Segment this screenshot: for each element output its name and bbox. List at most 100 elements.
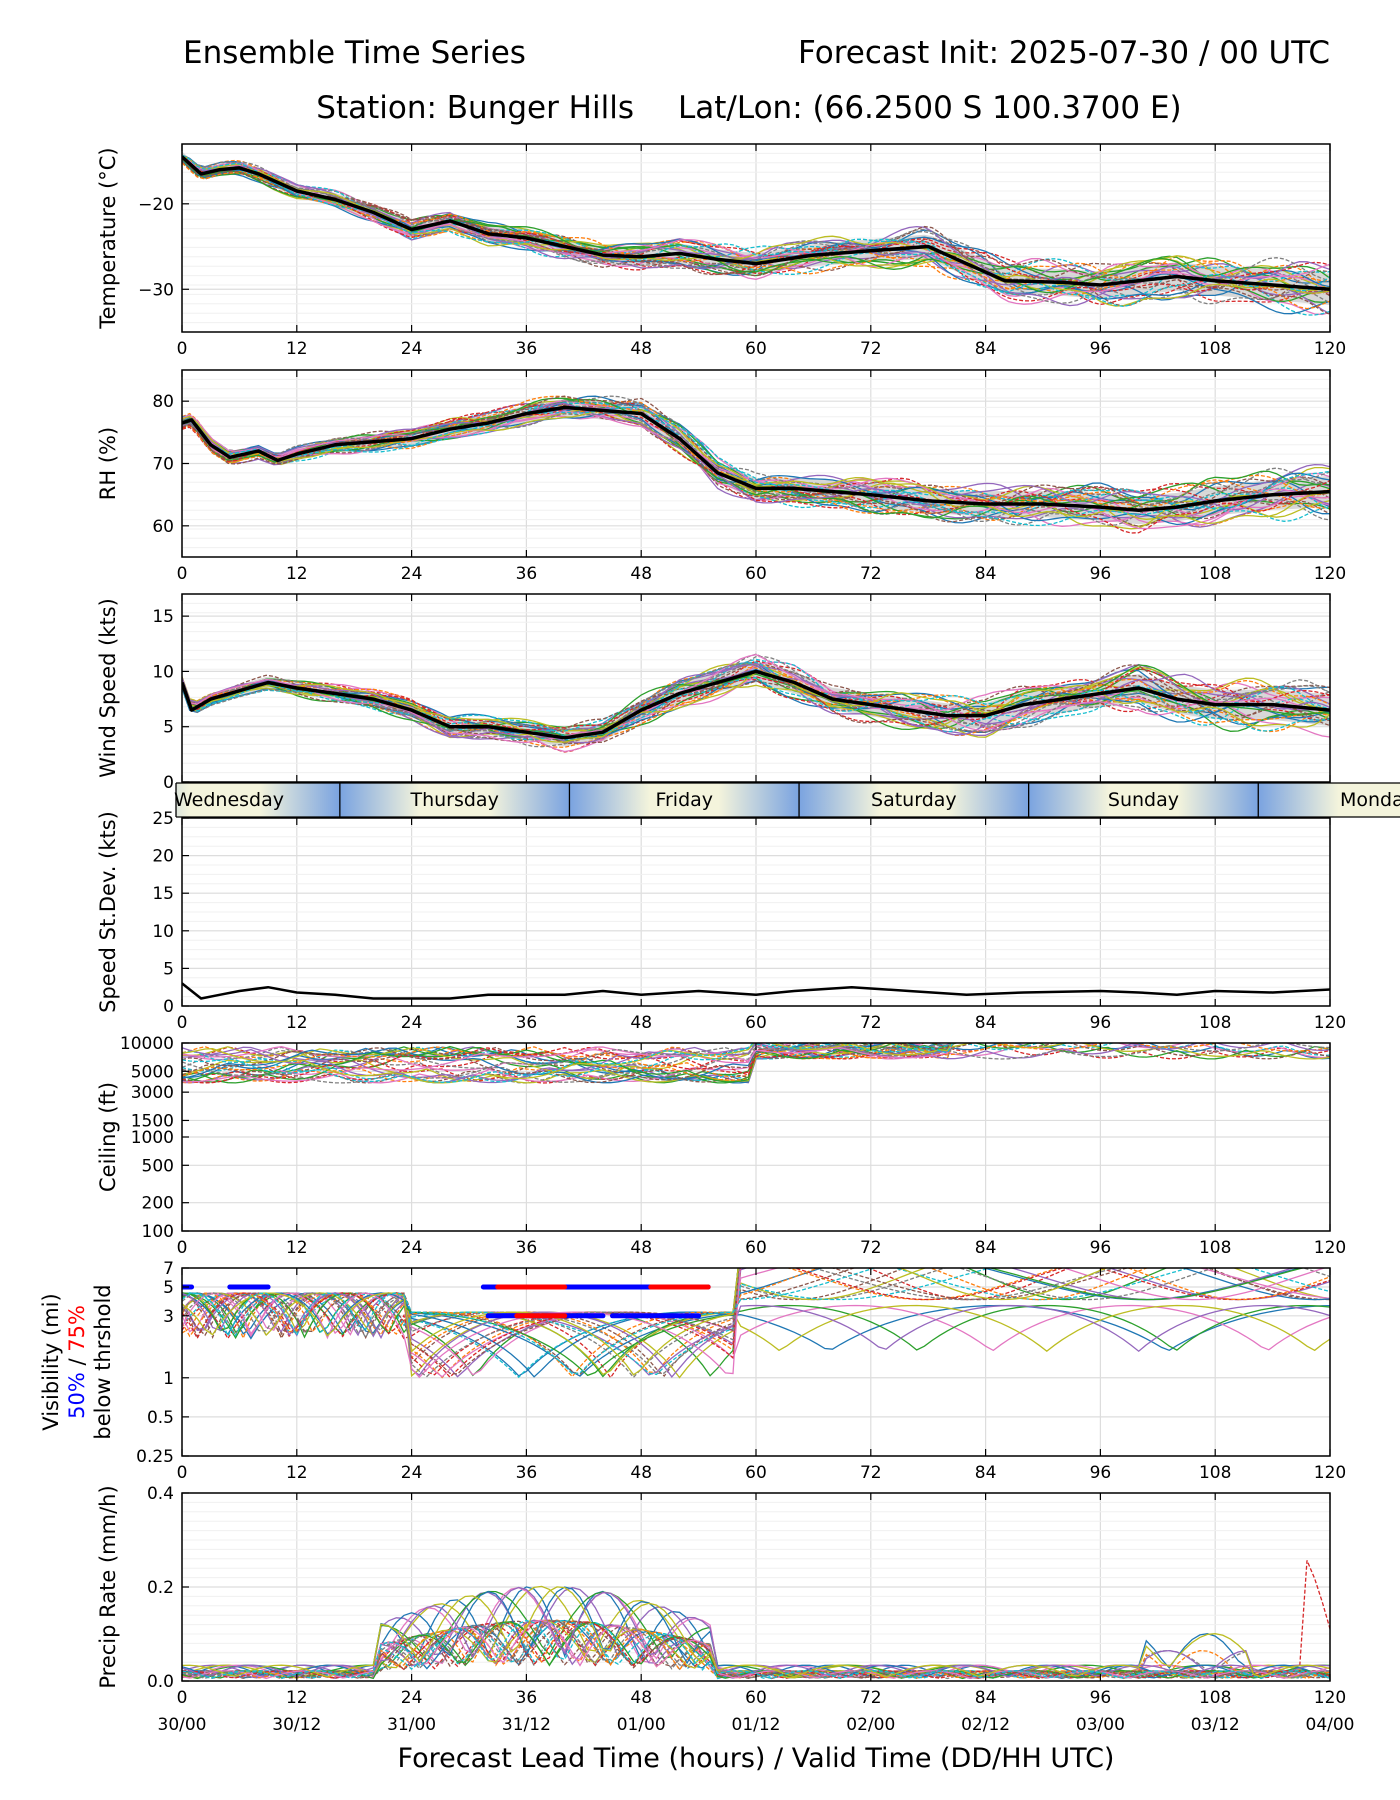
x-tick-label: 72 <box>860 564 882 584</box>
y-axis-label-wind-speed: Wind Speed (kts) <box>96 598 120 778</box>
member-line-temperature <box>182 160 1330 303</box>
member-line-precip <box>182 1621 1330 1680</box>
y-tick-label: 15 <box>152 607 174 627</box>
x-tick-label: 24 <box>401 1238 423 1258</box>
x-tick-label: 84 <box>975 1463 997 1483</box>
y-tick-label: 5 <box>163 959 174 979</box>
day-segment <box>1028 783 1259 817</box>
y-tick-label: 10 <box>152 662 174 682</box>
member-line-visibility <box>182 1268 1330 1376</box>
chart-panels: −20−300 12 24 36 48 60 72 84 96 108 120Temperature… <box>39 143 1355 1735</box>
x-tick-label: 84 <box>975 564 997 584</box>
x-tick-label: 36 <box>516 1463 538 1483</box>
member-line-wind-speed <box>182 667 1330 731</box>
member-line-wind-speed <box>182 674 1330 744</box>
x-tick-label: 84 <box>975 1238 997 1258</box>
y-tick-label: 5 <box>163 718 174 738</box>
y-tick-label: 10000 <box>120 1034 174 1054</box>
y-tick-label: 200 <box>142 1194 174 1214</box>
x-tick-label: 72 <box>860 1013 882 1033</box>
member-line-rh <box>182 402 1330 516</box>
threshold-50-label: 50% <box>65 1372 89 1419</box>
valid-time-label: 02/12 <box>961 1715 1010 1735</box>
threshold-sep-label: / <box>65 1352 89 1372</box>
member-line-temperature <box>182 161 1330 307</box>
x-tick-label: 0 <box>177 1013 188 1033</box>
valid-time-label: 01/12 <box>732 1715 781 1735</box>
x-tick-label: 120 <box>1314 564 1346 584</box>
x-tick-label: 96 <box>1090 564 1112 584</box>
x-tick-label: 12 <box>286 339 308 359</box>
valid-time-label: 30/00 <box>158 1715 207 1735</box>
member-line-ceiling <box>182 1043 954 1084</box>
y-tick-label: −30 <box>138 280 174 300</box>
plot-area-visibility <box>182 1268 1330 1379</box>
x-axis-title: Forecast Lead Time (hours) / Valid Time … <box>398 1743 1115 1774</box>
member-line-rh <box>182 397 1330 519</box>
x-tick-label: 108 <box>1199 339 1231 359</box>
plot-area-wind-speed <box>182 653 1330 753</box>
member-line-ceiling <box>182 1043 954 1084</box>
x-tick-label: 120 <box>1314 1013 1346 1033</box>
mean-line-wind-speed <box>182 669 1330 740</box>
member-line-wind-speed <box>182 664 1330 736</box>
x-tick-label: 36 <box>516 339 538 359</box>
member-line-visibility <box>182 1268 1327 1379</box>
panel-rh: 60 70 80 0 12 24 36 48 60 72 84 96 108 120 RH (%) <box>96 369 1346 584</box>
day-band: Wednesday Thursday Friday Saturday Sunday Mon… <box>174 782 1400 818</box>
day-label: Sunday <box>1108 789 1179 811</box>
x-tick-label: 60 <box>745 564 767 584</box>
member-line-visibility <box>182 1268 1330 1378</box>
x-tick-label: 12 <box>286 564 308 584</box>
y-tick-label: 1000 <box>131 1128 174 1148</box>
x-tick-label: 0 <box>177 339 188 359</box>
day-label: Monday <box>1340 789 1400 811</box>
y-tick-label: 10 <box>152 922 174 942</box>
day-label: Thursday <box>409 789 498 811</box>
x-tick-label: 12 <box>286 1013 308 1033</box>
y-axis-label-temperature: Temperature (°C) <box>96 147 120 329</box>
y-tick-label: 70 <box>152 455 174 475</box>
x-tick-label: 96 <box>1090 1238 1112 1258</box>
y-tick-label: 500 <box>142 1156 174 1176</box>
day-segment <box>339 783 570 817</box>
member-line-wind-speed <box>182 653 1330 743</box>
plot-area-rh <box>182 395 1330 534</box>
member-line-visibility <box>182 1268 993 1376</box>
member-line-wind-speed <box>182 670 1330 738</box>
latlon-title: Lat/Lon: (66.2500 S 100.3700 E) <box>678 90 1182 126</box>
y-axis-label-below: below thrshold <box>91 1284 115 1439</box>
x-tick-label: 24 <box>401 1463 423 1483</box>
x-tick-label: 36 <box>516 1688 538 1708</box>
member-line-ceiling <box>182 1043 954 1083</box>
x-tick-label: 96 <box>1090 1013 1112 1033</box>
x-tick-label: 0 <box>177 1463 188 1483</box>
x-tick-label: 12 <box>286 1688 308 1708</box>
day-segment <box>176 783 340 817</box>
member-line-temperature <box>182 162 1330 310</box>
y-tick-label: 3 <box>163 1307 174 1327</box>
y-tick-label: 20 <box>152 847 174 867</box>
member-line-temperature <box>182 158 1330 316</box>
panel-wind-speed: 0 5 10 15 Wind Speed (kts) <box>96 593 1331 793</box>
member-line-ceiling <box>182 1043 954 1084</box>
day-segment <box>569 783 800 817</box>
x-tick-label: 108 <box>1199 1688 1231 1708</box>
panel-precip: 0.0 0.2 0.4 0 12 24 36 48 60 72 84 96 108 120 Precip R… <box>96 1484 1346 1708</box>
member-line-visibility <box>182 1268 1192 1379</box>
member-line-rh <box>182 411 1330 530</box>
member-line-temperature <box>182 159 1330 300</box>
x-tick-label: 48 <box>630 1463 652 1483</box>
x-tick-label: 48 <box>630 1013 652 1033</box>
x-tick-label: 120 <box>1314 1463 1346 1483</box>
y-tick-label: 1 <box>163 1369 174 1389</box>
member-line-wind-speed <box>182 663 1330 733</box>
x-tick-label: 96 <box>1090 1688 1112 1708</box>
y-tick-label: 25 <box>152 809 174 829</box>
valid-time-label: 01/00 <box>617 1715 666 1735</box>
x-tick-label: 96 <box>1090 339 1112 359</box>
y-tick-label: −20 <box>138 195 174 215</box>
member-line-ceiling <box>182 1043 954 1084</box>
